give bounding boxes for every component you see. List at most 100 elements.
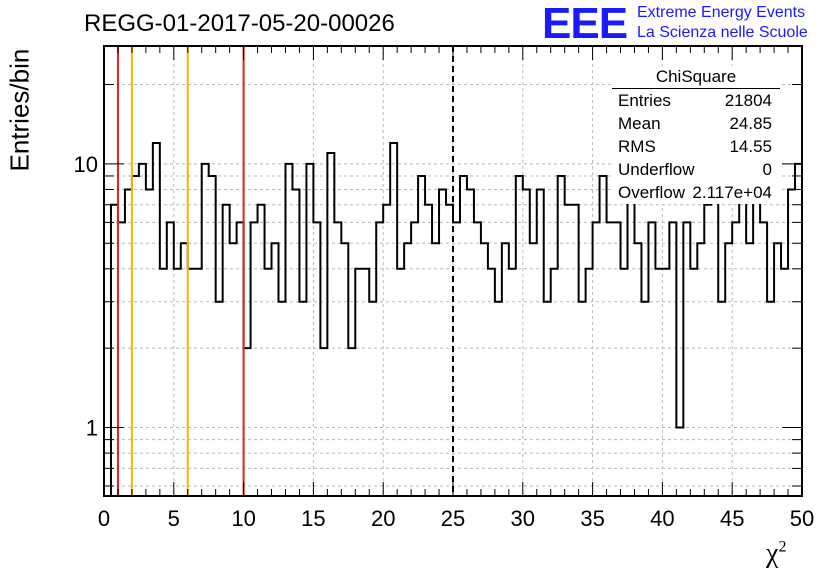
histogram-bin: [292, 189, 299, 496]
logo-subtitle-2: La Scienza nelle Scuole: [637, 24, 808, 41]
histogram-bin: [181, 243, 188, 496]
histogram-bin: [418, 176, 425, 496]
histogram-bin: [285, 164, 292, 496]
chart-title: REGG-01-2017-05-20-00026: [84, 10, 395, 37]
x-tick-label: 20: [371, 506, 395, 531]
stats-label: Overflow: [618, 183, 686, 202]
histogram-bin: [279, 302, 286, 496]
histogram-bin: [795, 164, 802, 496]
x-tick-label: 50: [790, 506, 814, 531]
histogram-bin: [223, 205, 230, 496]
histogram-bin: [648, 222, 655, 496]
stats-title: ChiSquare: [612, 66, 780, 89]
histogram-bin: [558, 176, 565, 496]
histogram-bin: [593, 222, 600, 496]
histogram-bin: [306, 164, 313, 496]
histogram-bin: [690, 269, 697, 496]
histogram-bin: [111, 205, 118, 496]
histogram-bin: [683, 222, 690, 496]
x-tick-label: 5: [168, 506, 180, 531]
histogram-bin: [509, 269, 516, 496]
histogram-bin: [634, 243, 641, 496]
histogram-bin: [516, 176, 523, 496]
histogram-bin: [488, 269, 495, 496]
histogram-bin: [355, 269, 362, 496]
histogram-bin: [711, 164, 718, 496]
x-axis-label: χ2: [766, 538, 786, 570]
x-tick-label: 45: [720, 506, 744, 531]
histogram-bin: [139, 164, 146, 496]
histogram-bin: [746, 243, 753, 496]
histogram-bin: [251, 222, 258, 496]
histogram-bin: [404, 243, 411, 496]
logo-subtitle-1: Extreme Energy Events: [637, 4, 806, 21]
histogram-bin: [669, 222, 676, 496]
histogram-bin: [167, 222, 174, 496]
histogram-bin: [572, 205, 579, 496]
histogram-bin: [258, 205, 265, 496]
stats-label: RMS: [618, 137, 656, 156]
histogram-bin: [188, 269, 195, 496]
histogram-bin: [216, 302, 223, 496]
histogram-bin: [237, 222, 244, 496]
eee-logo: EEE: [542, 0, 628, 48]
histogram-bin: [320, 348, 327, 496]
histogram-bin: [299, 302, 306, 496]
stats-label: Underflow: [618, 160, 695, 179]
histogram-bin: [202, 164, 209, 496]
histogram-bin: [788, 189, 795, 496]
stats-row-rms: RMS 14.55: [612, 135, 780, 158]
histogram-bin: [313, 222, 320, 496]
histogram-bin: [411, 222, 418, 496]
histogram-bin: [174, 269, 181, 496]
histogram-bin: [781, 269, 788, 496]
stats-label: Entries: [618, 91, 671, 110]
histogram-bin: [495, 302, 502, 496]
stats-row-mean: Mean 24.85: [612, 112, 780, 135]
histogram-bin: [390, 143, 397, 496]
x-axis-label-exponent: 2: [778, 538, 787, 556]
histogram-bin: [272, 243, 279, 496]
histogram-bin: [621, 269, 628, 496]
stats-value: 2.117e+04: [692, 183, 772, 202]
histogram-bin: [153, 143, 160, 496]
x-tick-label: 30: [511, 506, 535, 531]
x-tick-label: 35: [580, 506, 604, 531]
histogram-bin: [662, 269, 669, 496]
histogram-bin: [586, 269, 593, 496]
histogram-bin: [704, 205, 711, 496]
histogram-bin: [146, 189, 153, 496]
histogram-bin: [195, 269, 202, 496]
histogram-bin: [334, 222, 341, 496]
histogram-bin: [460, 176, 467, 496]
histogram-bin: [760, 222, 767, 496]
histogram-bin: [551, 269, 558, 496]
stats-value: 0: [762, 160, 772, 179]
y-tick-label: 10: [74, 152, 98, 177]
stats-box: ChiSquare Entries 21804 Mean 24.85 RMS 14.5…: [612, 66, 780, 204]
histogram-bin: [725, 243, 732, 496]
histogram-bin: [502, 243, 509, 496]
x-tick-label: 10: [231, 506, 255, 531]
histogram-bin: [523, 189, 530, 496]
histogram-bin: [439, 189, 446, 496]
histogram-bin: [474, 222, 481, 496]
histogram-bin: [327, 153, 334, 496]
x-tick-label: 25: [441, 506, 465, 531]
histogram-bin: [565, 205, 572, 496]
y-axis-label: Entries/bin: [4, 48, 35, 172]
x-axis-label-base: χ: [766, 538, 779, 569]
histogram-bin: [732, 222, 739, 496]
histogram-bin: [160, 269, 167, 496]
histogram-bin: [132, 176, 139, 496]
histogram-bin: [774, 243, 781, 496]
histogram-bin: [628, 176, 635, 496]
histogram-bin: [244, 348, 251, 496]
histogram-bin: [544, 302, 551, 496]
histogram-bin: [739, 164, 746, 496]
stats-value: 24.85: [729, 114, 772, 133]
stats-row-overflow: Overflow 2.117e+04: [612, 181, 780, 204]
histogram-bin: [453, 222, 460, 496]
histogram-bin: [600, 176, 607, 496]
histogram-bin: [481, 243, 488, 496]
